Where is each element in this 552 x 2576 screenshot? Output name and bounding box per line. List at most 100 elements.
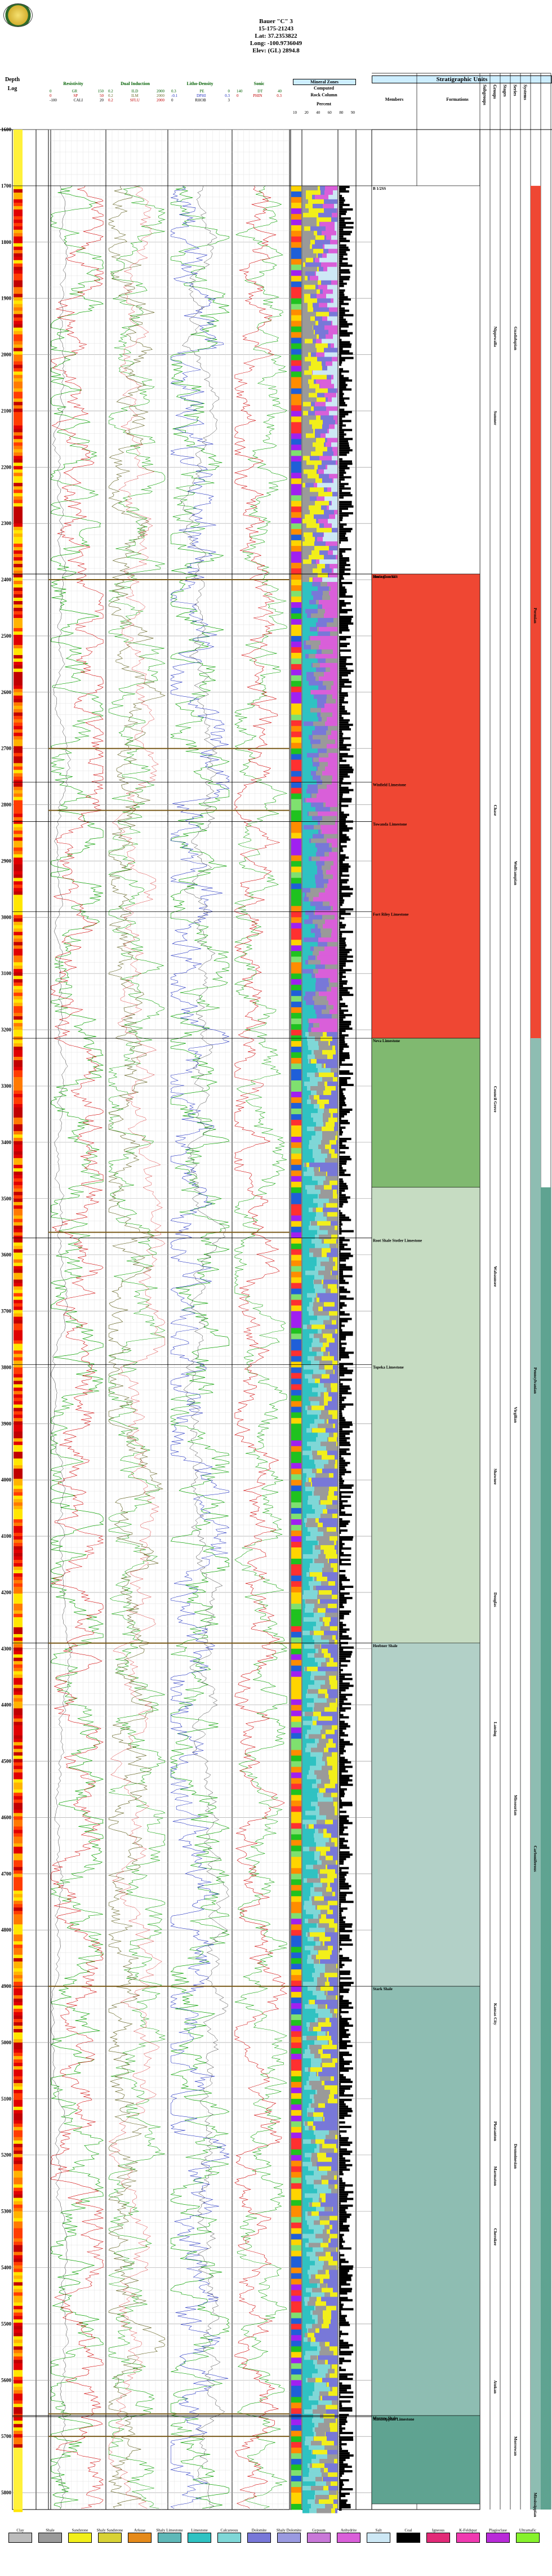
rock-column-cell bbox=[327, 744, 337, 749]
rock-column-cell bbox=[335, 1842, 337, 1847]
gr-color-cell bbox=[14, 1235, 23, 1240]
gr-color-cell bbox=[14, 1489, 23, 1493]
rock-column-cell bbox=[316, 271, 337, 277]
depth-label: 5200 bbox=[1, 2152, 12, 2158]
porosity-bar bbox=[339, 1887, 349, 1890]
rock-column-cell bbox=[306, 2035, 317, 2041]
porosity-bar bbox=[339, 1648, 344, 1651]
rock-column-cell bbox=[308, 1045, 319, 1051]
porosity-bar bbox=[339, 2481, 343, 2484]
porosity-bar bbox=[339, 1628, 350, 1631]
gr-color-cell bbox=[14, 1387, 23, 1391]
porosity-bar bbox=[339, 2427, 345, 2430]
gr-color-cell bbox=[14, 2113, 23, 2117]
gr-color-cell bbox=[14, 780, 23, 784]
gr-color-cell bbox=[14, 847, 23, 851]
gr-color-cell bbox=[14, 1337, 23, 1341]
rock-column-cell bbox=[302, 1496, 308, 1501]
mineral-zone-cell bbox=[291, 1221, 301, 1227]
rock-column-cell bbox=[302, 2202, 309, 2208]
porosity-bar bbox=[339, 1403, 354, 1406]
mineral-zone-cell bbox=[291, 1429, 301, 1435]
mineral-zone-cell bbox=[291, 1440, 301, 1447]
rock-column-cell bbox=[313, 2112, 323, 2117]
rock-column-cell bbox=[302, 1306, 307, 1312]
rock-column-cell bbox=[335, 739, 337, 745]
rock-column-cell bbox=[310, 496, 317, 501]
porosity-bar bbox=[339, 1759, 348, 1761]
rock-column-cell bbox=[302, 730, 312, 736]
rock-column-cell bbox=[316, 559, 319, 564]
mineral-zone-cell bbox=[291, 1181, 301, 1188]
rock-column-cell bbox=[313, 834, 324, 839]
rock-column-cell bbox=[336, 1140, 337, 1145]
gr-color-cell bbox=[14, 506, 23, 510]
rock-column-cell bbox=[313, 721, 325, 727]
rock-column-cell bbox=[327, 1991, 337, 1996]
porosity-bar bbox=[339, 1574, 346, 1577]
mineral-zone-cell bbox=[291, 2194, 301, 2201]
mineral-zone-cell bbox=[291, 1586, 301, 1593]
mineral-zone-cell bbox=[291, 366, 301, 372]
rock-column-cell bbox=[323, 244, 324, 250]
rock-column-cell bbox=[302, 802, 311, 808]
porosity-bar bbox=[339, 316, 344, 319]
porosity-bar bbox=[339, 1502, 343, 1505]
gr-color-cell bbox=[14, 611, 23, 615]
rock-column-cell bbox=[302, 879, 315, 884]
rock-column-cell bbox=[318, 2071, 337, 2077]
rock-column-cell bbox=[302, 2004, 305, 2009]
rock-column-cell bbox=[327, 375, 331, 380]
formation-top-label: Root Shale Stotler Limestone bbox=[373, 1239, 422, 1243]
porosity-bar bbox=[339, 1442, 350, 1444]
rock-column-cell bbox=[314, 1279, 322, 1285]
gr-color-cell bbox=[14, 1863, 23, 1867]
rock-column-cell bbox=[319, 1518, 337, 1523]
formation-top-label: Fort Riley Limestone bbox=[373, 912, 408, 916]
gr-color-cell bbox=[14, 2093, 23, 2097]
rock-column-cell bbox=[318, 2013, 332, 2018]
rock-column-cell bbox=[302, 982, 315, 987]
rock-column-cell bbox=[303, 2139, 311, 2145]
rock-column-cell bbox=[305, 1919, 308, 1924]
porosity-bar bbox=[339, 1304, 347, 1307]
rock-column-cell bbox=[324, 532, 337, 537]
gr-color-cell bbox=[14, 1836, 23, 1840]
mineral-zone-cell bbox=[291, 1975, 301, 1981]
gr-color-cell bbox=[14, 776, 23, 781]
group-label: Shawnee bbox=[493, 1469, 498, 1485]
porosity-bar bbox=[339, 1727, 346, 1730]
porosity-bar bbox=[339, 1052, 350, 1055]
rock-column-cell bbox=[322, 316, 327, 322]
rock-column-cell bbox=[324, 2224, 330, 2230]
legend-item: Dolomite bbox=[244, 2528, 274, 2543]
porosity-bar bbox=[339, 708, 345, 710]
rock-column-cell bbox=[320, 1851, 326, 1856]
gr-color-cell bbox=[14, 878, 23, 882]
gr-color-cell bbox=[14, 993, 23, 996]
porosity-bar bbox=[339, 2018, 351, 2021]
rock-column-cell bbox=[302, 1815, 316, 1820]
porosity-bar bbox=[339, 768, 354, 771]
porosity-bar bbox=[339, 904, 342, 906]
rock-column-cell bbox=[320, 2414, 323, 2419]
porosity-bar bbox=[339, 994, 354, 996]
strat-block bbox=[371, 1986, 480, 2416]
gr-color-cell bbox=[14, 1650, 23, 1655]
rock-column-cell bbox=[320, 1959, 337, 1964]
gr-color-cell bbox=[14, 2370, 23, 2374]
rock-column-cell bbox=[305, 608, 318, 614]
porosity-bar bbox=[339, 1030, 346, 1033]
porosity-bar bbox=[339, 1696, 346, 1698]
gr-color-cell bbox=[14, 634, 23, 639]
rock-column-cell bbox=[333, 1738, 337, 1744]
mineral-zone-cell bbox=[291, 2172, 301, 2178]
rock-column-cell bbox=[319, 1806, 335, 1811]
porosity-bar bbox=[339, 2085, 353, 2088]
porosity-bar bbox=[339, 651, 340, 654]
rock-column-cell bbox=[302, 221, 317, 227]
rock-column-cell bbox=[320, 825, 337, 830]
rock-column-cell bbox=[302, 744, 311, 749]
gr-color-cell bbox=[14, 1779, 23, 1783]
depth-label: 2900 bbox=[1, 858, 12, 864]
